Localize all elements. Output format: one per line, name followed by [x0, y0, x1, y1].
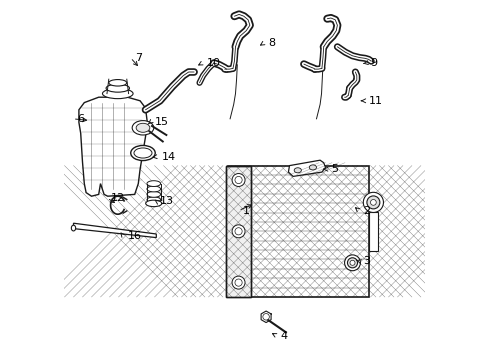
Bar: [226, 166, 250, 297]
Text: 2: 2: [363, 206, 370, 216]
Circle shape: [232, 276, 244, 289]
Ellipse shape: [309, 165, 316, 170]
Text: 6: 6: [77, 114, 84, 124]
Circle shape: [232, 174, 244, 186]
Ellipse shape: [136, 123, 149, 132]
Text: 4: 4: [280, 330, 287, 341]
Text: 8: 8: [267, 38, 274, 48]
Circle shape: [347, 258, 357, 268]
Ellipse shape: [132, 121, 153, 135]
Circle shape: [344, 255, 360, 271]
Circle shape: [363, 192, 383, 212]
Polygon shape: [73, 223, 156, 238]
Text: 14: 14: [162, 152, 176, 162]
Ellipse shape: [146, 181, 160, 186]
Text: 1: 1: [242, 206, 249, 216]
Circle shape: [349, 260, 354, 265]
Circle shape: [232, 225, 244, 238]
Ellipse shape: [294, 168, 301, 173]
Ellipse shape: [134, 148, 152, 158]
Bar: [226, 166, 250, 297]
Circle shape: [366, 196, 379, 209]
Circle shape: [234, 176, 242, 184]
Polygon shape: [288, 160, 325, 176]
Ellipse shape: [146, 197, 160, 203]
Bar: [368, 212, 377, 251]
Circle shape: [234, 279, 242, 286]
Ellipse shape: [146, 192, 160, 197]
Ellipse shape: [146, 186, 160, 192]
Polygon shape: [79, 97, 147, 196]
Text: 7: 7: [134, 53, 142, 63]
Bar: [228, 166, 368, 297]
Ellipse shape: [130, 145, 155, 161]
Text: 9: 9: [370, 58, 377, 68]
Text: 5: 5: [330, 164, 337, 174]
Ellipse shape: [106, 84, 129, 92]
Circle shape: [263, 314, 269, 320]
Text: 12: 12: [111, 193, 125, 203]
Circle shape: [370, 199, 375, 205]
Text: 3: 3: [363, 256, 369, 266]
Text: 11: 11: [368, 96, 382, 106]
Ellipse shape: [108, 80, 126, 86]
Ellipse shape: [145, 200, 162, 207]
Text: 10: 10: [206, 58, 220, 68]
Text: 13: 13: [160, 195, 174, 206]
Text: 15: 15: [154, 117, 168, 127]
Text: 16: 16: [127, 231, 141, 241]
Ellipse shape: [102, 89, 133, 99]
Circle shape: [234, 228, 242, 235]
Ellipse shape: [71, 225, 76, 231]
